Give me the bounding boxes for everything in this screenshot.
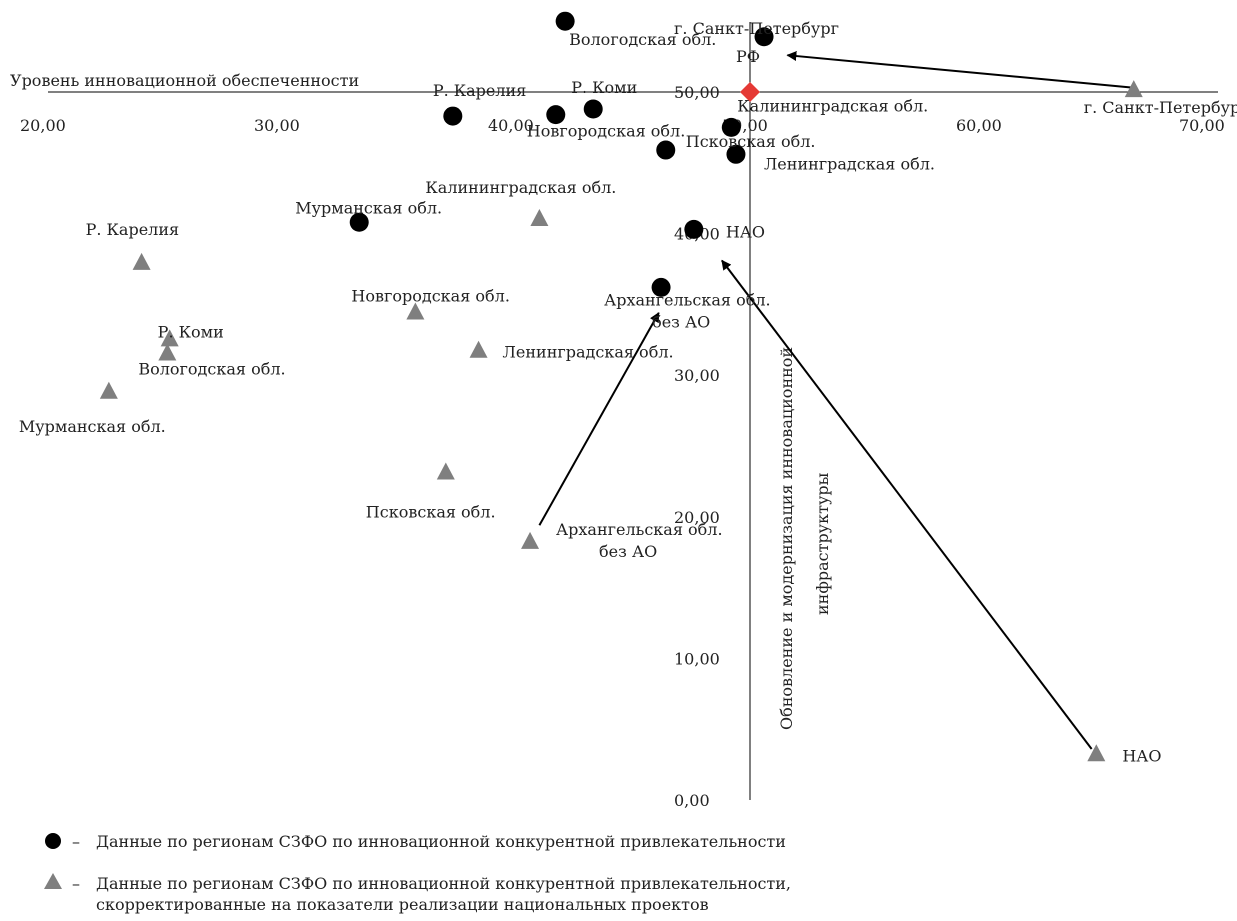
triangle-marker	[1087, 744, 1106, 762]
data-label: Калининградская обл.	[737, 96, 928, 115]
trend-arrow	[721, 259, 1093, 750]
trend-arrow	[786, 51, 1134, 89]
data-label: НАО	[1122, 746, 1161, 765]
diamond-marker	[740, 82, 760, 102]
y-axis-title: Обновление и модернизация инновационной …	[777, 347, 832, 730]
y-tick-label: 30,00	[674, 366, 720, 385]
data-label: Новгородская обл.	[527, 122, 686, 141]
data-label: Р. Коми	[571, 78, 637, 97]
x-tick-label: 40,00	[488, 116, 534, 135]
data-label: Р. Коми	[158, 322, 224, 341]
data-markers	[99, 11, 1143, 762]
y-tick-label: 0,00	[674, 791, 710, 810]
arrows	[538, 51, 1134, 750]
circle-marker	[349, 212, 369, 232]
y-tick-label: 20,00	[674, 508, 720, 527]
circle-marker	[555, 11, 575, 31]
y-tick-label: 50,00	[674, 83, 720, 102]
data-label: Ленинградская обл.	[503, 343, 674, 362]
data-label: Мурманская обл.	[295, 198, 442, 217]
legend-item-2-dash: –	[72, 874, 80, 893]
triangle-marker	[1124, 80, 1143, 98]
data-label: Вологодская обл.	[138, 360, 285, 379]
data-label: Псковская обл.	[366, 502, 496, 521]
legend-item-1-text: Данные по регионам СЗФО по инновационной…	[96, 832, 786, 851]
triangle-marker	[530, 209, 549, 227]
legend-item-2-text-line-2: скорректированные на показатели реализац…	[96, 895, 709, 914]
y-tick-label: 10,00	[674, 649, 720, 668]
triangle-marker	[406, 302, 425, 320]
x-tick-label: 20,00	[20, 116, 66, 135]
circle-marker	[721, 117, 741, 137]
data-label: г. Санкт-Петербург	[1084, 98, 1237, 117]
x-tick-label: 70,00	[1179, 116, 1225, 135]
circle-marker	[726, 144, 746, 164]
circle-marker	[443, 106, 463, 126]
x-tick-label: 30,00	[254, 116, 300, 135]
data-label-line-2: без АО	[599, 542, 657, 561]
data-label: Псковская обл.	[686, 132, 816, 151]
circle-marker	[546, 105, 566, 125]
data-label: Архангельская обл.	[556, 520, 723, 539]
data-label: РФ	[736, 47, 760, 66]
y-axis-title-line-1: Обновление и модернизация инновационной	[777, 347, 796, 730]
y-axis-title-line-2: инфраструктуры	[813, 472, 832, 615]
legend-item-1-dash: –	[72, 832, 80, 851]
legend-circle-marker	[45, 833, 61, 849]
data-label: Архангельская обл.	[604, 290, 771, 309]
triangle-marker	[160, 329, 179, 347]
data-label: Р. Карелия	[433, 81, 527, 100]
x-tick-label: 60,00	[956, 116, 1002, 135]
circle-marker	[754, 27, 774, 47]
data-label: Мурманская обл.	[19, 417, 166, 436]
data-label: НАО	[726, 222, 765, 241]
x-axis-ticks: 20,00 30,00 40,00 50,00 60,00 70,00	[20, 116, 1225, 135]
data-label: Ленинградская обл.	[764, 154, 935, 173]
circle-marker	[651, 277, 671, 297]
triangle-marker	[436, 462, 455, 480]
legend-triangle-marker	[44, 873, 62, 889]
circle-marker	[583, 99, 603, 119]
legend: – Данные по регионам СЗФО по инновационн…	[44, 832, 791, 914]
legend-item-2-text-line-1: Данные по регионам СЗФО по инновационной…	[96, 874, 791, 893]
data-label: Вологодская обл.	[569, 30, 716, 49]
triangle-marker	[132, 252, 151, 270]
circle-marker	[684, 219, 704, 239]
trend-arrow	[538, 312, 660, 526]
data-label-line-2: без АО	[652, 312, 710, 331]
data-label: Р. Карелия	[86, 220, 180, 239]
triangle-marker	[99, 381, 118, 399]
x-axis-title: Уровень инновационной обеспеченности	[10, 71, 359, 90]
data-label: г. Санкт-Петербург	[674, 19, 839, 38]
data-label: Новгородская обл.	[351, 286, 510, 305]
circle-marker	[656, 140, 676, 160]
triangle-marker	[521, 531, 540, 549]
data-label: Калининградская обл.	[425, 178, 616, 197]
triangle-marker	[469, 340, 488, 358]
triangle-marker	[158, 343, 177, 361]
